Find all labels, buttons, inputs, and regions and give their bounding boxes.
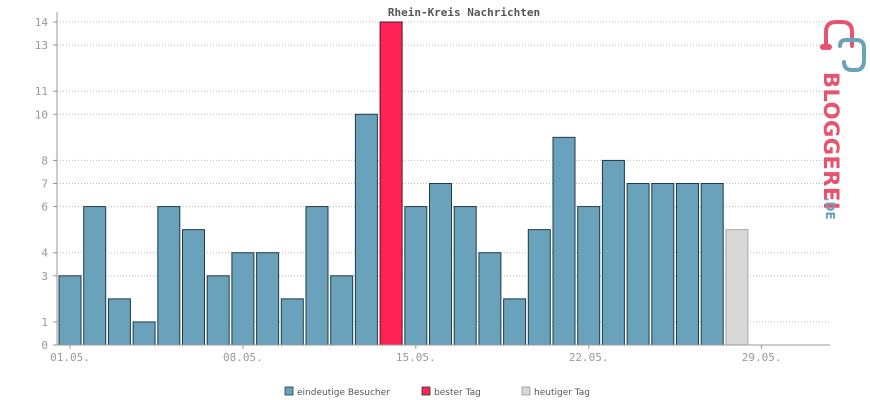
bar-visitors [157, 206, 181, 346]
legend-swatch-best-day [421, 386, 431, 396]
chart-title: Rhein-Kreis Nachrichten [388, 6, 540, 19]
bar-visitors [601, 159, 625, 346]
x-tick-label: 22.05. [569, 351, 609, 364]
legend-label-today: heutiger Tag [534, 388, 590, 398]
bar-visitors [330, 275, 354, 346]
y-tick-label: 10 [35, 108, 48, 121]
y-tick-label: 1 [41, 316, 48, 329]
x-axis-ticks: 01.05. 08.05. 15.05. 22.05. 29.05. [50, 345, 781, 364]
y-tick-label: 13 [35, 39, 48, 52]
bar-visitors [231, 252, 255, 346]
bar-visitors [429, 183, 452, 346]
x-tick-label: 15.05. [396, 351, 436, 364]
y-tick-label: 11 [35, 85, 48, 98]
bar-visitors [305, 206, 329, 346]
y-tick-label: 4 [41, 247, 48, 260]
bar-visitors [354, 113, 378, 346]
x-tick-label: 08.05. [223, 351, 263, 364]
bloggerei-logo: BLOGGEREI .DE [819, 20, 866, 220]
y-tick-label: 6 [41, 201, 48, 214]
bar-visitors [626, 183, 650, 346]
legend-item-today: heutiger Tag [521, 386, 590, 398]
y-tick-label: 8 [41, 154, 48, 167]
bar-visitors [280, 298, 304, 346]
bar-visitors [700, 183, 724, 346]
x-tick-label: 29.05. [742, 351, 782, 364]
bar-visitors [676, 183, 699, 346]
y-tick-label: 3 [41, 270, 48, 283]
bar-visitors [577, 206, 601, 346]
bar-visitors [256, 252, 280, 346]
legend-label-visitors: eindeutige Besucher [297, 388, 390, 398]
bar-visitors [206, 275, 230, 346]
bars [58, 21, 749, 346]
logo-suffix: .DE [823, 197, 837, 220]
x-tick-label: 01.05. [50, 351, 90, 364]
legend-swatch-today [521, 386, 531, 396]
legend-label-best-day: bester Tag [434, 388, 481, 398]
y-tick-label: 14 [35, 16, 49, 29]
bar-visitors [527, 229, 551, 346]
legend-swatch-visitors [284, 386, 294, 396]
y-tick-label: 0 [41, 339, 48, 352]
bar-visitors [404, 206, 428, 346]
legend-item-visitors: eindeutige Besucher [284, 386, 390, 398]
bar-visitors [478, 252, 502, 346]
bar-best-day [379, 21, 403, 346]
bar-visitors [453, 206, 477, 346]
bar-visitors [58, 275, 82, 346]
bar-visitors [651, 183, 675, 346]
bar-visitors [503, 298, 527, 346]
bar-visitors [83, 206, 107, 346]
y-tick-label: 7 [41, 178, 48, 191]
bar-today [725, 229, 749, 346]
bar-visitors [182, 229, 205, 346]
legend: eindeutige Besucher bester Tag heutiger … [284, 386, 590, 398]
bar-visitors [132, 321, 156, 346]
legend-item-best-day: bester Tag [421, 386, 481, 398]
logo-text: BLOGGEREI [819, 72, 843, 210]
logo-mark-icon [820, 20, 866, 72]
bar-visitors [552, 136, 576, 346]
bar-visitors [107, 298, 131, 346]
